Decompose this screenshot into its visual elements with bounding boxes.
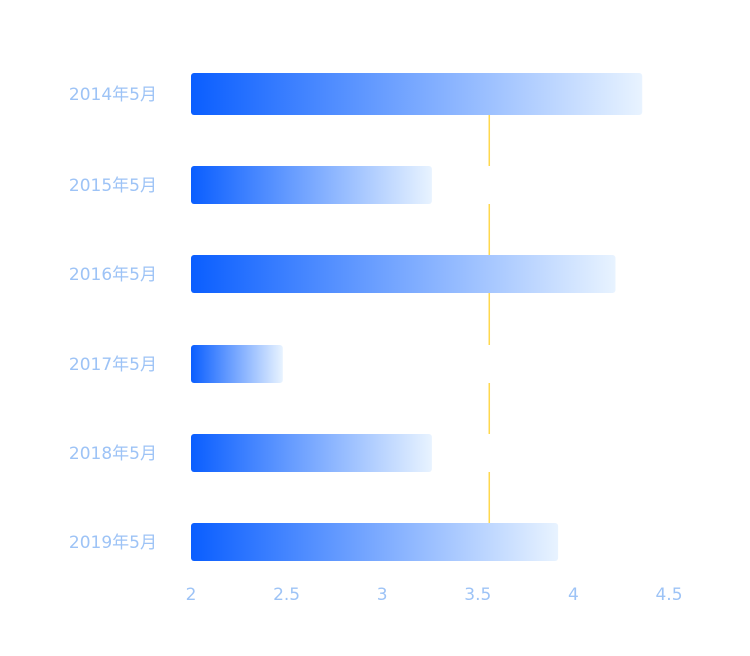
category-label: 2015年5月 xyxy=(69,176,157,196)
x-tick-label: 2.5 xyxy=(273,585,300,605)
category-labels: 2014年5月 2015年5月 2016年5月 2017年5月 2018年5月 2019年… xyxy=(69,85,157,553)
category-label: 2019年5月 xyxy=(69,533,157,553)
x-tick-label: 4.5 xyxy=(655,585,682,605)
x-tick-label: 4 xyxy=(568,585,579,605)
x-tick-label: 3 xyxy=(377,585,388,605)
x-tick-label: 2 xyxy=(186,585,197,605)
x-axis-tick-labels: 2 2.5 3 3.5 4 4.5 xyxy=(186,585,683,605)
bar-2018年5月 xyxy=(191,434,432,472)
category-label: 2016年5月 xyxy=(69,265,157,285)
bars-layer xyxy=(191,73,643,561)
bar-2015年5月 xyxy=(191,166,432,204)
bar-2017年5月 xyxy=(191,345,283,383)
category-label: 2018年5月 xyxy=(69,444,157,464)
bar-2014年5月 xyxy=(191,73,643,115)
bar-2016年5月 xyxy=(191,255,616,293)
bar-2019年5月 xyxy=(191,523,559,561)
x-tick-label: 3.5 xyxy=(464,585,491,605)
category-label: 2017年5月 xyxy=(69,355,157,375)
category-label: 2014年5月 xyxy=(69,85,157,105)
